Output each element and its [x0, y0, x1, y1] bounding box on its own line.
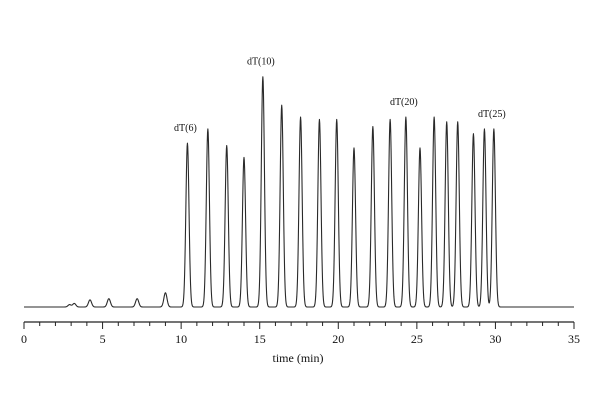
x-axis: 0 5 10 15 20 25 30 35 [21, 321, 580, 346]
peak-annotation: dT(20) [390, 97, 418, 108]
peak-annotation: dT(25) [478, 109, 506, 120]
x-tick-label: 35 [568, 332, 580, 346]
x-tick-label: 0 [21, 332, 27, 346]
peak-annotation: dT(6) [174, 123, 197, 134]
x-tick-label: 20 [332, 332, 344, 346]
x-tick-label: 25 [411, 332, 423, 346]
peak-label-layer: dT(6) dT(10) dT(20) dT(25) [174, 57, 506, 134]
x-tick-label: 10 [175, 332, 187, 346]
peak-annotation: dT(10) [247, 57, 275, 68]
x-tick-label: 15 [254, 332, 266, 346]
trace-layer [23, 76, 575, 308]
x-tick-label: 5 [100, 332, 106, 346]
x-tick-label: 30 [489, 332, 501, 346]
x-axis-title: time (min) [273, 351, 324, 365]
chromatogram-trace [23, 76, 575, 308]
